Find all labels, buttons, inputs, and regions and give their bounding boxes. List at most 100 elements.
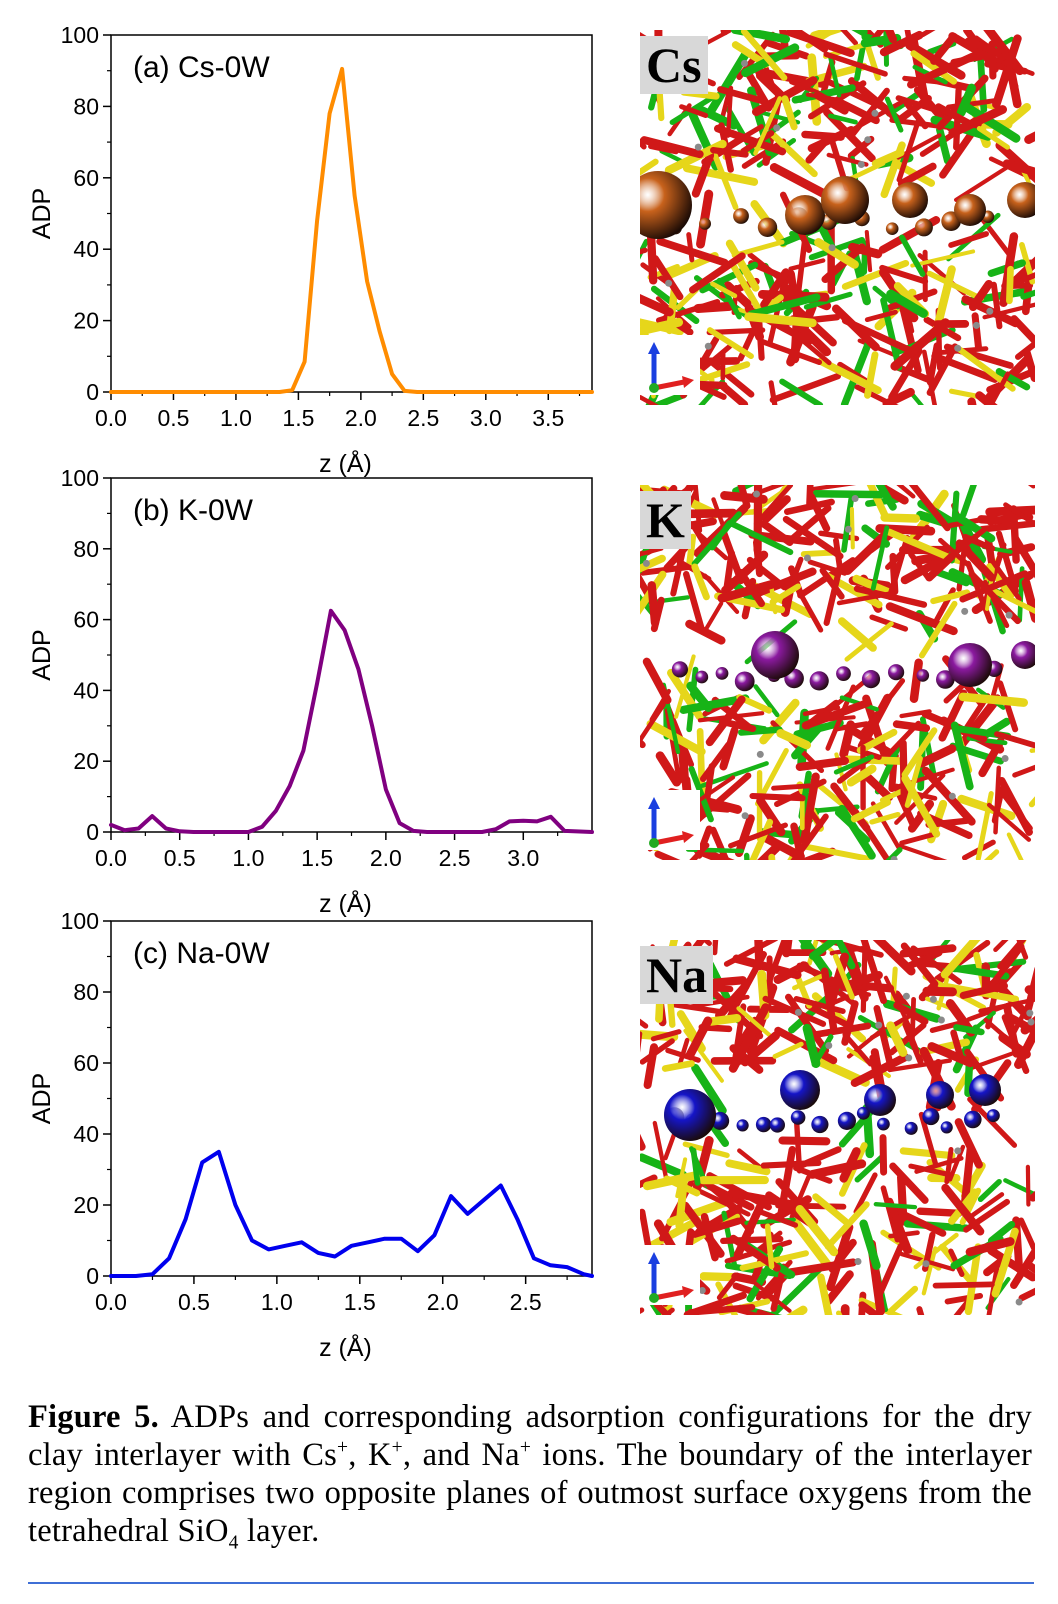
bond <box>700 1212 719 1262</box>
ion-sphere <box>877 1117 890 1131</box>
ion-sphere <box>864 1084 896 1116</box>
bond <box>781 95 798 131</box>
bond <box>838 804 876 860</box>
bond <box>712 940 719 956</box>
figure-caption: Figure 5. ADPs and corresponding adsorpt… <box>28 1398 1032 1553</box>
bond <box>908 485 951 532</box>
bond <box>859 1219 881 1270</box>
bond <box>1020 1015 1035 1035</box>
hydrogen-atom <box>922 1260 930 1268</box>
bond <box>886 1021 908 1057</box>
bond <box>853 1172 878 1215</box>
bond <box>879 264 929 285</box>
hydrogen-atom <box>753 490 760 498</box>
bond <box>966 1192 1005 1220</box>
interlayer-ions <box>671 631 1035 692</box>
x-tick-label: 2.5 <box>510 1289 542 1315</box>
bond <box>807 493 831 533</box>
bond <box>812 490 885 499</box>
bond <box>880 297 903 371</box>
hydrogen-atom <box>1005 611 1013 619</box>
hydrogen-atom <box>642 559 650 567</box>
bond <box>864 774 894 802</box>
bond <box>916 1306 925 1315</box>
bond <box>901 727 938 778</box>
y-axis-label: ADP <box>28 188 56 239</box>
ion-sphere <box>954 194 986 226</box>
bond <box>930 32 958 65</box>
bond <box>779 30 790 59</box>
ion-sphere <box>736 1119 749 1132</box>
bond <box>679 104 709 118</box>
bond <box>839 720 856 759</box>
y-tick-label: 20 <box>73 1192 99 1218</box>
bond <box>640 317 684 336</box>
y-tick-label: 0 <box>86 819 99 845</box>
bond <box>685 619 726 645</box>
bond <box>756 1309 777 1315</box>
hydrogen-atom <box>1026 1009 1034 1017</box>
bond <box>994 731 1035 749</box>
y-tick-label: 60 <box>73 607 99 633</box>
bond <box>935 103 972 127</box>
bond <box>1006 265 1014 305</box>
bond <box>886 1197 913 1254</box>
bond <box>716 1272 740 1301</box>
bond <box>986 511 1028 526</box>
bond <box>716 277 742 320</box>
series-line <box>109 66 594 394</box>
bond <box>841 496 855 553</box>
bond <box>759 698 800 745</box>
bond <box>910 249 976 268</box>
bond <box>647 581 660 627</box>
bond <box>693 301 734 313</box>
bond <box>1012 1216 1024 1274</box>
bond <box>885 528 953 562</box>
ion-sphere <box>969 1074 1001 1106</box>
bond <box>842 1032 873 1067</box>
x-tick-label: 3.0 <box>507 845 539 871</box>
bond <box>760 520 794 547</box>
bond <box>1010 1244 1035 1289</box>
panel-label: (c) Na-0W <box>133 937 270 970</box>
y-axis-label: ADP <box>28 1073 56 1124</box>
bond <box>846 764 877 787</box>
x-tick-label: 0.0 <box>95 405 127 431</box>
ion-sphere <box>790 1110 806 1125</box>
bond <box>896 485 916 499</box>
hydrogen-atom <box>851 495 859 502</box>
ion-sphere <box>892 182 928 218</box>
bond <box>899 1147 956 1160</box>
bond <box>930 589 971 605</box>
bottom-rule <box>28 1582 1034 1584</box>
bond <box>760 1159 822 1169</box>
bond <box>762 495 791 523</box>
hydrogen-atom <box>794 1008 802 1016</box>
bond <box>832 953 855 1000</box>
bond <box>903 949 943 971</box>
bond <box>926 270 984 302</box>
bond <box>783 1258 857 1277</box>
bond <box>769 583 802 605</box>
bond <box>892 720 931 732</box>
bond <box>709 359 755 398</box>
bond <box>803 291 853 310</box>
x-tick-label: 2.0 <box>427 1289 459 1315</box>
x-tick-label: 2.5 <box>439 845 471 871</box>
bond <box>640 1018 649 1029</box>
x-tick-label: 2.0 <box>370 845 402 871</box>
bond <box>899 944 957 958</box>
bond <box>801 699 872 730</box>
bond <box>683 1028 724 1083</box>
bond <box>995 367 1031 391</box>
bond <box>961 1143 975 1205</box>
bond <box>926 342 940 386</box>
ion-sphere <box>664 1089 716 1141</box>
ion-sphere <box>757 217 778 237</box>
na-molecular-rendering <box>640 940 1035 1315</box>
ion-sphere <box>769 1117 785 1133</box>
bond <box>890 318 950 371</box>
y-axis-dot <box>649 1293 659 1303</box>
bond <box>849 507 855 550</box>
bond <box>703 30 732 46</box>
